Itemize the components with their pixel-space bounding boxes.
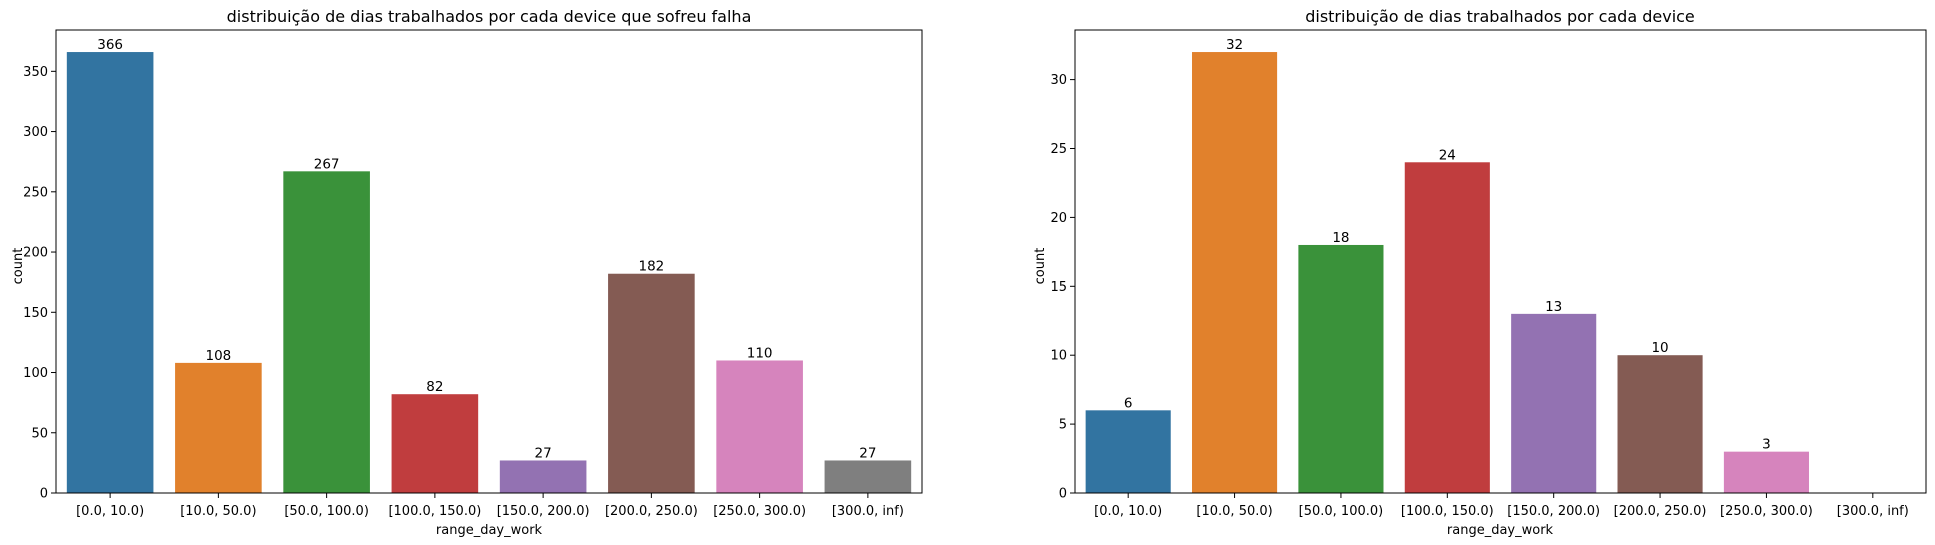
bar [1192, 52, 1278, 494]
bar-value-label: 3 [1762, 437, 1771, 453]
plot-frame [1074, 29, 1927, 494]
y-tick-label: 10 [1050, 349, 1067, 364]
y-tick-label: 300 [23, 125, 48, 140]
bar-value-label: 13 [1545, 299, 1562, 315]
y-ticks: 0 50 100 150 200 250 300 350 [23, 65, 56, 502]
bar-labels: 6 32 18 24 13 10 3 [1124, 37, 1771, 453]
bar-labels: 366 108 267 82 27 182 110 27 [97, 37, 876, 461]
bar-value-label: 82 [426, 379, 443, 395]
y-axis-label: count [1033, 248, 1048, 285]
x-tick-label: [200.0, 250.0) [605, 504, 698, 519]
y-tick-label: 50 [31, 426, 48, 441]
bar [716, 360, 803, 493]
bar [66, 52, 154, 494]
bar-value-label: 6 [1124, 395, 1133, 411]
x-tick-label: [150.0, 200.0) [497, 504, 590, 519]
y-tick-label: 350 [23, 65, 48, 80]
x-axis-label: range_day_work [1447, 523, 1554, 538]
bars [66, 52, 912, 494]
bar [1617, 355, 1703, 493]
x-tick-label: [10.0, 50.0) [1196, 504, 1272, 519]
chart-all-devices: distribuição de dias trabalhados por cad… [1033, 7, 1927, 538]
bar-value-label: 366 [97, 37, 123, 53]
bar-value-label: 27 [535, 445, 552, 461]
y-tick-label: 100 [23, 366, 48, 381]
bar-value-label: 24 [1439, 147, 1456, 163]
bar [1404, 162, 1490, 494]
y-tick-label: 25 [1050, 142, 1067, 157]
bars [1085, 52, 1809, 494]
bar-value-label: 110 [747, 345, 773, 361]
y-tick-label: 200 [23, 246, 48, 261]
x-tick-label: [100.0, 150.0) [388, 504, 481, 519]
chart-title: distribuição de dias trabalhados por cad… [227, 7, 752, 26]
x-tick-label: [0.0, 10.0) [1094, 504, 1162, 519]
x-ticks: [0.0, 10.0) [10.0, 50.0) [50.0, 100.0) [100… [1094, 493, 1909, 519]
bar-value-label: 10 [1651, 340, 1668, 356]
bar [391, 394, 479, 493]
x-tick-label: [250.0, 300.0) [713, 504, 806, 519]
bar-value-label: 182 [638, 259, 664, 275]
x-tick-label: [0.0, 10.0) [76, 504, 144, 519]
bar [824, 460, 912, 493]
x-tick-label: [50.0, 100.0) [1299, 504, 1384, 519]
bar [283, 171, 370, 493]
bar [1511, 313, 1597, 493]
x-tick-label: [300.0, inf) [1837, 504, 1909, 519]
x-tick-label: [250.0, 300.0) [1720, 504, 1813, 519]
x-tick-label: [100.0, 150.0) [1401, 504, 1494, 519]
x-ticks: [0.0, 10.0) [10.0, 50.0) [50.0, 100.0) [100… [76, 493, 904, 519]
y-axis-label: count [11, 248, 26, 285]
bar [1085, 410, 1171, 493]
bar [175, 362, 262, 493]
bar [1298, 244, 1384, 493]
bar-value-label: 108 [205, 348, 231, 364]
y-ticks: 0 5 10 15 20 25 30 [1050, 73, 1075, 502]
x-tick-label: [150.0, 200.0) [1507, 504, 1600, 519]
y-tick-label: 5 [1059, 418, 1067, 433]
chart-title: distribuição de dias trabalhados por cad… [1305, 7, 1695, 26]
y-tick-label: 150 [23, 306, 48, 321]
bar [608, 273, 695, 493]
bar-value-label: 32 [1226, 37, 1243, 53]
bar [499, 460, 587, 493]
y-tick-label: 250 [23, 185, 48, 200]
y-tick-label: 20 [1050, 211, 1067, 226]
bar-value-label: 267 [314, 156, 340, 172]
y-tick-label: 0 [1059, 487, 1067, 502]
x-tick-label: [10.0, 50.0) [180, 504, 256, 519]
y-tick-label: 30 [1050, 73, 1067, 88]
x-axis-label: range_day_work [436, 523, 543, 538]
chart-failed-devices: distribuição de dias trabalhados por cad… [11, 7, 923, 538]
bar-value-label: 27 [859, 445, 876, 461]
bar-value-label: 18 [1332, 230, 1349, 246]
plot-frame [55, 29, 923, 494]
x-tick-label: [200.0, 250.0) [1614, 504, 1707, 519]
y-tick-label: 15 [1050, 280, 1067, 295]
bar [1723, 451, 1809, 493]
y-tick-label: 0 [40, 487, 48, 502]
x-tick-label: [50.0, 100.0) [284, 504, 369, 519]
x-tick-label: [300.0, inf) [832, 504, 904, 519]
